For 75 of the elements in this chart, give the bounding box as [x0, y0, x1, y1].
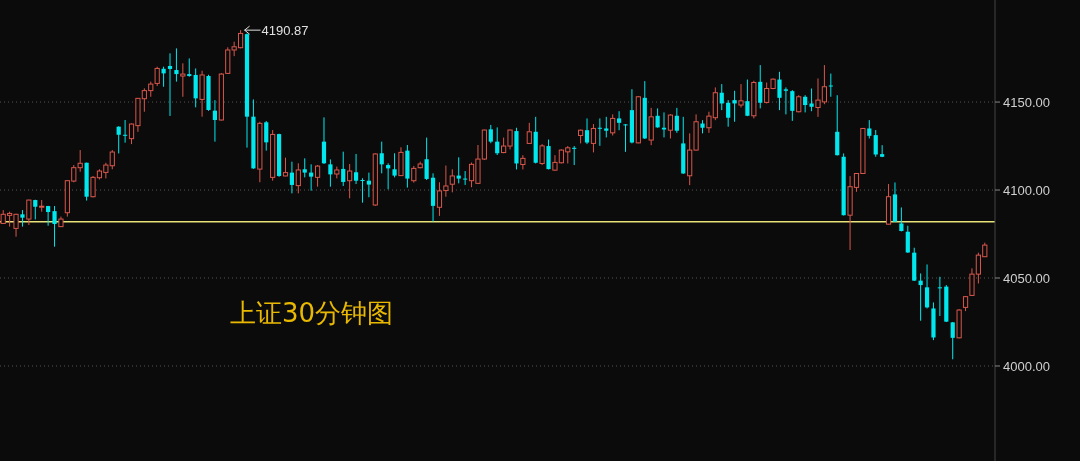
candlestick [758, 64, 763, 109]
candlestick [302, 157, 307, 178]
candlestick [590, 123, 597, 153]
candlestick [212, 99, 218, 143]
y-tick-label: 4100.00 [1003, 182, 1050, 198]
candlestick [597, 117, 602, 147]
candlestick [321, 116, 327, 165]
candlestick [584, 117, 590, 145]
candlestick [873, 129, 878, 158]
candlestick [360, 177, 365, 204]
annotation: 上证30分钟图 [230, 298, 394, 328]
candlestick [604, 116, 609, 138]
candlestick [572, 145, 577, 166]
candlestick [655, 107, 660, 129]
candlestick [174, 47, 179, 83]
candlestick [379, 141, 384, 174]
candlestick [835, 94, 840, 157]
candlestick [777, 71, 782, 111]
candlestick [674, 107, 679, 134]
candlestick [726, 99, 731, 128]
candlestick [392, 152, 397, 178]
candlestick [193, 67, 198, 108]
candlestick [488, 124, 493, 144]
candlestick [520, 154, 526, 170]
candlestick [809, 88, 814, 112]
candlestick [52, 205, 57, 248]
candlestick [924, 263, 930, 309]
candlestick [526, 122, 532, 145]
candlestick [623, 123, 628, 153]
y-tick-label: 4150.00 [1003, 94, 1050, 110]
candlestick [783, 86, 789, 115]
candlestick [398, 146, 404, 177]
candlestick [180, 62, 186, 98]
candlestick [828, 73, 833, 98]
candlestick [26, 199, 32, 226]
y-tick-label: 4000.00 [1003, 358, 1050, 374]
candlestick [495, 126, 500, 156]
candlestick [546, 139, 551, 170]
candlestick [738, 83, 744, 109]
candlestick [366, 172, 371, 198]
candlestick [732, 90, 737, 123]
candlestick [264, 120, 269, 152]
candlestick [341, 151, 346, 187]
candlestick [314, 164, 321, 188]
candlestick [328, 158, 333, 188]
candlestick [867, 119, 872, 139]
candlestick [661, 111, 667, 138]
candlestick [937, 276, 942, 317]
candlestick [161, 66, 166, 88]
candlestick [309, 163, 314, 192]
candlestick [950, 321, 955, 360]
candlestick [449, 168, 455, 193]
candlestick [347, 163, 353, 199]
candlestick [648, 107, 654, 146]
candlestick [745, 79, 750, 117]
candlestick [289, 161, 295, 194]
candlestick [617, 110, 622, 131]
candlestick [790, 89, 795, 122]
candlestick [880, 144, 885, 158]
y-tick-label: 4050.00 [1003, 270, 1050, 286]
candlestick [456, 156, 461, 184]
candlestick [123, 119, 128, 144]
candlestick [463, 170, 468, 186]
candlestick [167, 52, 173, 117]
candlestick [295, 162, 301, 194]
annotation: 4190.87 [261, 22, 309, 38]
candlestick [282, 157, 289, 177]
candlestick [353, 153, 359, 185]
candlestick [667, 113, 674, 139]
candlestick [610, 113, 616, 136]
candlestick [187, 57, 192, 78]
candlestick [424, 137, 429, 181]
candlestick [539, 143, 545, 166]
candlestick [905, 225, 910, 254]
candlestick [116, 125, 121, 154]
